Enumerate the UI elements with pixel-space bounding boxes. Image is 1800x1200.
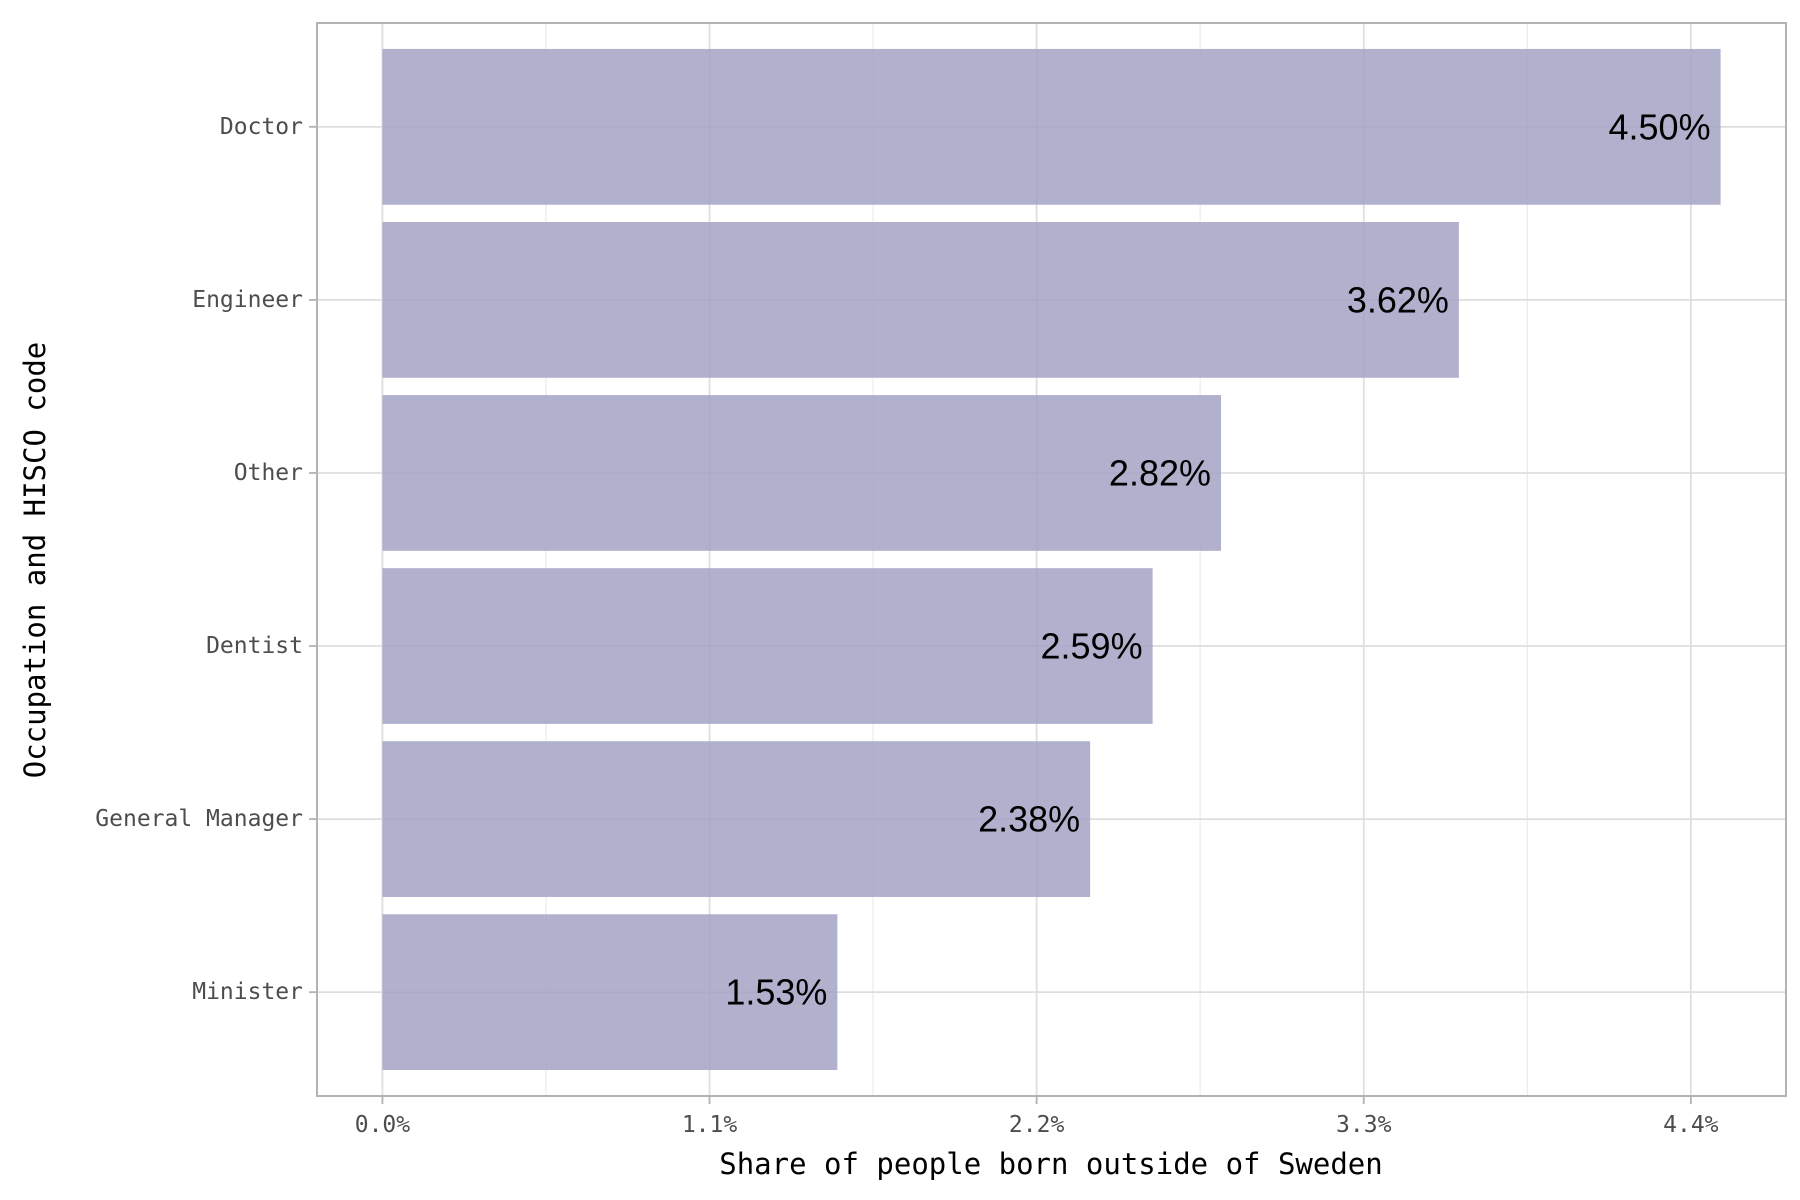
bar-value-label: 2.59% [1041, 626, 1143, 667]
y-axis-ticks: Doctor Engineer Other Dentist General Manage… [95, 114, 317, 1005]
y-tick-label: Engineer [192, 287, 303, 313]
bar-engineer [382, 222, 1459, 378]
bar-general-manager [382, 741, 1091, 897]
bar-other [382, 395, 1222, 551]
y-tick-label: Other [234, 460, 303, 486]
data-labels: 4.50% 3.62% 2.82% 2.59% 2.38% 1.53% [725, 106, 1710, 1012]
bar-minister [382, 914, 838, 1071]
bar-value-label: 1.53% [725, 972, 827, 1013]
y-tick-label: General Manager [95, 806, 303, 832]
x-tick-label: 0.0% [355, 1112, 411, 1138]
bar-value-label: 2.38% [978, 799, 1080, 840]
x-axis-title: Share of people born outside of Sweden [719, 1147, 1382, 1181]
y-tick-label: Dentist [206, 633, 303, 659]
y-tick-label: Minister [192, 979, 303, 1005]
x-tick-label: 2.2% [1009, 1112, 1065, 1138]
bars [382, 48, 1721, 1071]
x-tick-label: 4.4% [1663, 1112, 1719, 1138]
bar-dentist [382, 568, 1153, 724]
x-tick-label: 3.3% [1336, 1112, 1392, 1138]
bar-value-label: 3.62% [1347, 279, 1449, 320]
bar-value-label: 2.82% [1109, 452, 1211, 493]
y-tick-label: Doctor [220, 114, 303, 140]
bar-doctor [382, 48, 1721, 205]
bar-value-label: 4.50% [1609, 106, 1711, 147]
x-tick-label: 1.1% [682, 1112, 738, 1138]
y-axis-title: Occupation and HISCO code [18, 342, 52, 779]
plot-border [316, 22, 1787, 1097]
x-axis-ticks: 0.0% 1.1% 2.2% 3.3% 4.4% [355, 1096, 1719, 1138]
